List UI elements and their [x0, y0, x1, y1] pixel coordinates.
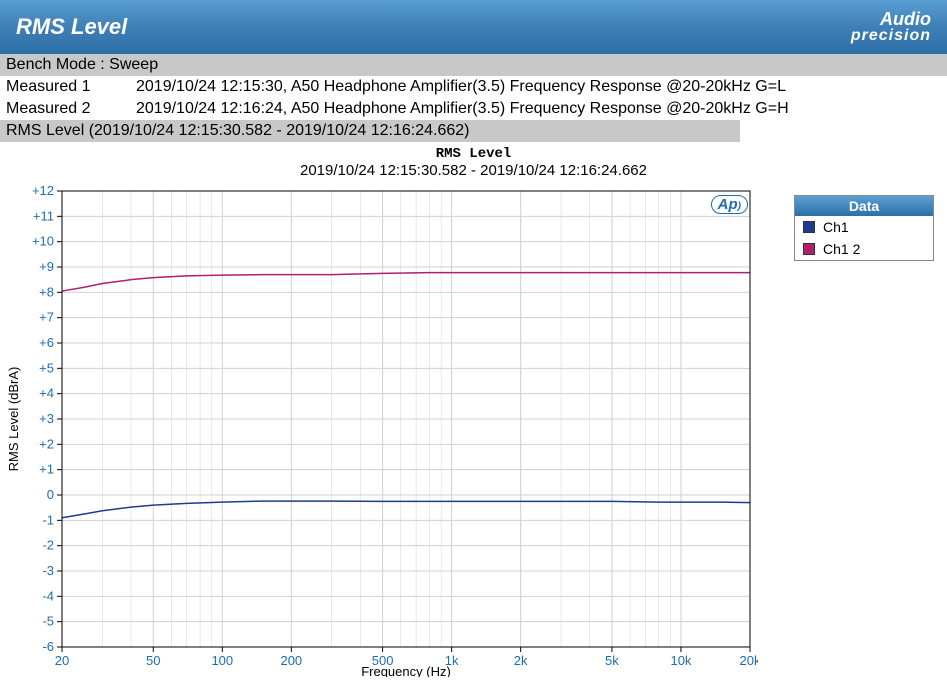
chart-area: RMS Level 2019/10/24 12:15:30.582 - 2019… [0, 142, 947, 684]
svg-text:+9: +9 [39, 259, 54, 274]
svg-text:20: 20 [55, 653, 69, 668]
measured-1-label: Measured 1 [0, 76, 130, 98]
svg-text:-1: -1 [42, 512, 54, 527]
legend-title: Data [795, 196, 933, 216]
svg-text:+11: +11 [33, 208, 54, 223]
legend-swatch [803, 243, 815, 255]
svg-text:-6: -6 [42, 639, 54, 654]
measured-2-text: 2019/10/24 12:16:24, A50 Headphone Ampli… [130, 98, 947, 120]
legend: Data Ch1 Ch1 2 [794, 195, 934, 261]
svg-text:-3: -3 [42, 563, 54, 578]
page-title: RMS Level [16, 14, 127, 40]
svg-text:0: 0 [47, 487, 54, 502]
legend-item: Ch1 2 [795, 238, 933, 260]
table-row: Measured 2 2019/10/24 12:16:24, A50 Head… [0, 98, 947, 120]
chart-title: RMS Level [4, 146, 943, 162]
legend-item: Ch1 [795, 216, 933, 238]
svg-text:50: 50 [146, 653, 160, 668]
legend-swatch [803, 221, 815, 233]
svg-text:200: 200 [280, 653, 302, 668]
svg-text:+4: +4 [39, 386, 54, 401]
svg-text:+6: +6 [39, 335, 54, 350]
svg-text:5k: 5k [605, 653, 619, 668]
svg-text:+8: +8 [39, 284, 54, 299]
svg-text:-5: -5 [42, 614, 54, 629]
legend-label: Ch1 [823, 219, 849, 235]
chart-plot: -6 -5 -4 -3 -2 -1 0 +1 +2 +3 +4 +5 +6 +7 +8 +9 +10 +11 +12… [4, 183, 758, 680]
svg-text:100: 100 [211, 653, 233, 668]
bench-mode-bar: Bench Mode : Sweep [0, 54, 947, 76]
measured-1-text: 2019/10/24 12:15:30, A50 Headphone Ampli… [130, 76, 947, 98]
svg-text:-4: -4 [42, 588, 54, 603]
brand-logo: Audio precision [851, 10, 931, 44]
table-row: Measured 1 2019/10/24 12:15:30, A50 Head… [0, 76, 947, 98]
svg-text:+7: +7 [39, 310, 54, 325]
chart-subtitle: 2019/10/24 12:15:30.582 - 2019/10/24 12:… [4, 162, 943, 179]
line-chart-svg: -6 -5 -4 -3 -2 -1 0 +1 +2 +3 +4 +5 +6 +7 +8 +9 +10 +11 +12… [4, 183, 758, 677]
measured-2-label: Measured 2 [0, 98, 130, 120]
svg-text:RMS Level (dBrA): RMS Level (dBrA) [6, 367, 21, 472]
svg-text:2k: 2k [514, 653, 528, 668]
ap-badge: Ap) [711, 195, 748, 214]
header-bar: RMS Level Audio precision [0, 0, 947, 54]
section-title-bar: RMS Level (2019/10/24 12:15:30.582 - 201… [0, 120, 740, 142]
svg-text:+5: +5 [39, 360, 54, 375]
svg-text:+1: +1 [39, 462, 54, 477]
svg-text:Frequency (Hz): Frequency (Hz) [361, 664, 451, 677]
svg-text:+2: +2 [39, 436, 54, 451]
svg-text:+3: +3 [39, 411, 54, 426]
measurement-meta-table: Measured 1 2019/10/24 12:15:30, A50 Head… [0, 76, 947, 120]
svg-text:+10: +10 [32, 234, 54, 249]
svg-text:20k: 20k [740, 653, 758, 668]
legend-label: Ch1 2 [823, 241, 860, 257]
svg-text:-2: -2 [42, 538, 54, 553]
svg-text:10k: 10k [670, 653, 691, 668]
svg-text:+12: +12 [32, 183, 54, 198]
